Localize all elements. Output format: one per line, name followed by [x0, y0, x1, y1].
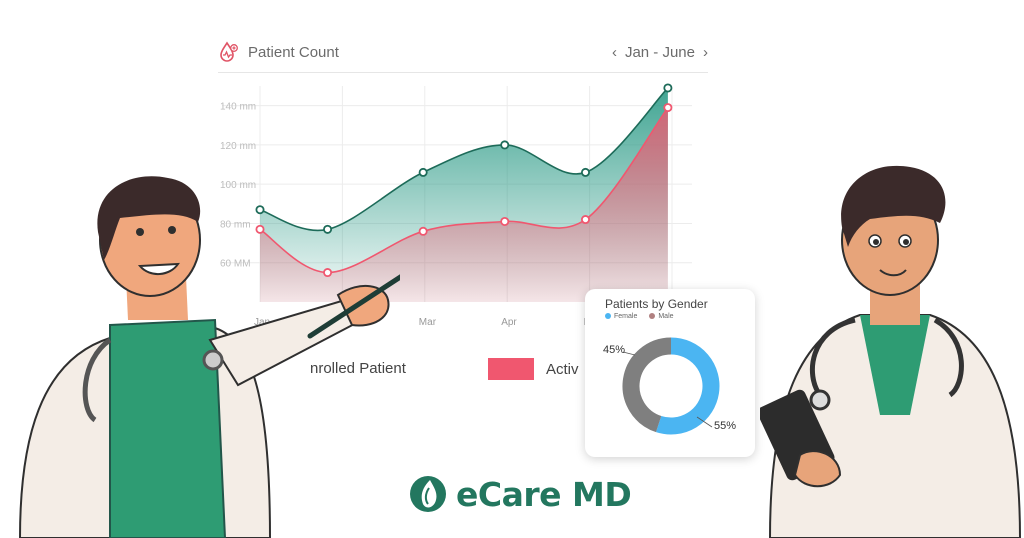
- leader-line-male: [622, 351, 636, 356]
- date-range-label: Jan - June: [624, 43, 695, 61]
- next-range-button[interactable]: ›: [703, 43, 708, 61]
- brand-name: eCare MD: [456, 474, 632, 514]
- female-percent: 55%: [714, 420, 737, 432]
- donut-slice-male[interactable]: [622, 337, 672, 433]
- data-point[interactable]: [580, 167, 590, 177]
- doctor-pointing-illustration: [18, 176, 400, 538]
- y-tick-label: 140 mm: [220, 102, 256, 113]
- data-point[interactable]: [255, 224, 265, 234]
- gender-chart-title: Patients by Gender: [605, 297, 708, 311]
- data-point[interactable]: [663, 103, 673, 113]
- data-point[interactable]: [418, 167, 428, 177]
- ecare-logo-icon: [410, 476, 446, 512]
- legend-enrolled[interactable]: nrolled Patient: [310, 360, 406, 377]
- gender-legend: Female Male: [605, 313, 674, 320]
- legend-male-label: Male: [658, 313, 674, 320]
- leader-line-female: [696, 416, 713, 428]
- legend-active[interactable]: Activ: [488, 358, 579, 380]
- donut-slice-female[interactable]: [656, 337, 720, 435]
- data-point[interactable]: [663, 83, 673, 93]
- legend-male: Male: [649, 313, 674, 320]
- data-point[interactable]: [500, 140, 510, 150]
- y-tick-label: 60 MM: [220, 259, 251, 270]
- patient-count-card: Patient Count ‹ Jan - June › 140 mm 120 m…: [210, 24, 710, 394]
- data-point[interactable]: [323, 268, 333, 278]
- data-point[interactable]: [418, 226, 428, 236]
- legend-female: Female: [605, 313, 637, 320]
- legend-active-swatch: [488, 358, 534, 380]
- date-range-selector: ‹ Jan - June ›: [612, 44, 708, 61]
- patients-by-gender-card: Patients by Gender Female Male 45% 55%: [585, 289, 755, 457]
- drop-icon: [220, 41, 238, 62]
- legend-enrolled-label: nrolled Patient: [310, 360, 406, 377]
- y-tick-label: 120 mm: [220, 141, 256, 152]
- x-tick-label: Apr: [501, 317, 517, 328]
- y-tick-label: 80 mm: [220, 219, 251, 230]
- x-tick-label: Jan: [254, 317, 270, 328]
- chart-header: Patient Count ‹ Jan - June ›: [218, 32, 708, 73]
- series-area-1: [260, 107, 668, 302]
- x-tick-label: Mar: [419, 317, 437, 328]
- legend-female-label: Female: [614, 313, 638, 320]
- chart-legend: nrolled Patient Activ: [250, 354, 730, 394]
- gender-donut: [622, 337, 720, 435]
- brand-logo: eCare MD: [408, 474, 632, 514]
- y-tick-label: 100 mm: [220, 180, 256, 191]
- male-percent: 45%: [603, 344, 626, 356]
- prev-range-button[interactable]: ‹: [611, 43, 617, 61]
- header-title-group: Patient Count: [218, 41, 339, 63]
- chart-title: Patient Count: [248, 43, 339, 61]
- data-point[interactable]: [323, 224, 333, 234]
- data-point[interactable]: [580, 215, 590, 225]
- legend-active-label: Activ: [546, 360, 579, 378]
- doctor-with-tablet-illustration: [760, 165, 1022, 538]
- data-point[interactable]: [255, 205, 265, 215]
- data-point[interactable]: [500, 216, 510, 226]
